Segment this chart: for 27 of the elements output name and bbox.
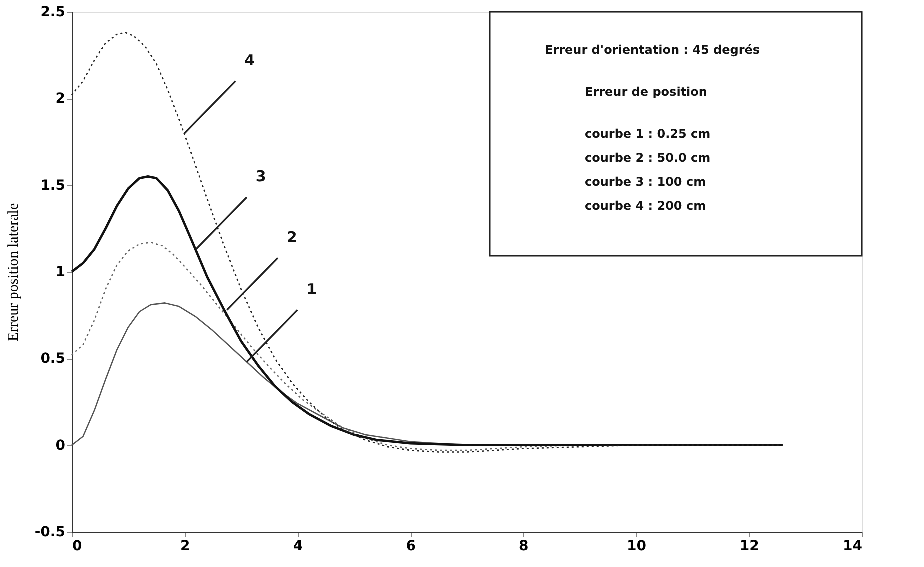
y-tick-label: 0 <box>56 438 66 454</box>
x-tick-label: 8 <box>519 538 529 554</box>
x-tick-label: 4 <box>293 538 304 554</box>
annotation: Erreur de position <box>585 85 708 99</box>
y-axis-title: Erreur position laterale <box>6 203 22 342</box>
y-tick-label: 2 <box>56 91 66 108</box>
annotation: 1 <box>306 280 318 298</box>
annotation: 3 <box>256 168 266 186</box>
annotation: courbe 2 : 50.0 cm <box>585 151 711 165</box>
y-tick-label: -0.5 <box>34 524 66 540</box>
annotation: 2 <box>286 228 298 246</box>
annotation: courbe 3 : 100 cm <box>585 175 706 189</box>
x-tick-label: 0 <box>72 538 82 554</box>
y-tick-label: 2.5 <box>40 4 66 20</box>
annotation: courbe 4 : 200 cm <box>585 199 706 213</box>
y-tick-label: 1.5 <box>40 178 66 194</box>
annotation: courbe 1 : 0.25 cm <box>585 127 711 141</box>
line-series <box>71 32 784 453</box>
x-tick-label: 12 <box>740 538 760 554</box>
annotation: Erreur d'orientation : 45 degrés <box>545 43 760 57</box>
y-tick-label: 1 <box>56 264 66 280</box>
y-tick-label: 0.5 <box>40 351 66 368</box>
annotation: 4 <box>244 52 255 70</box>
x-tick-label: 10 <box>627 538 647 554</box>
x-tick-label: 6 <box>406 538 416 554</box>
x-tick-label: 2 <box>180 538 190 554</box>
x-tick-label: 14 <box>843 538 863 554</box>
